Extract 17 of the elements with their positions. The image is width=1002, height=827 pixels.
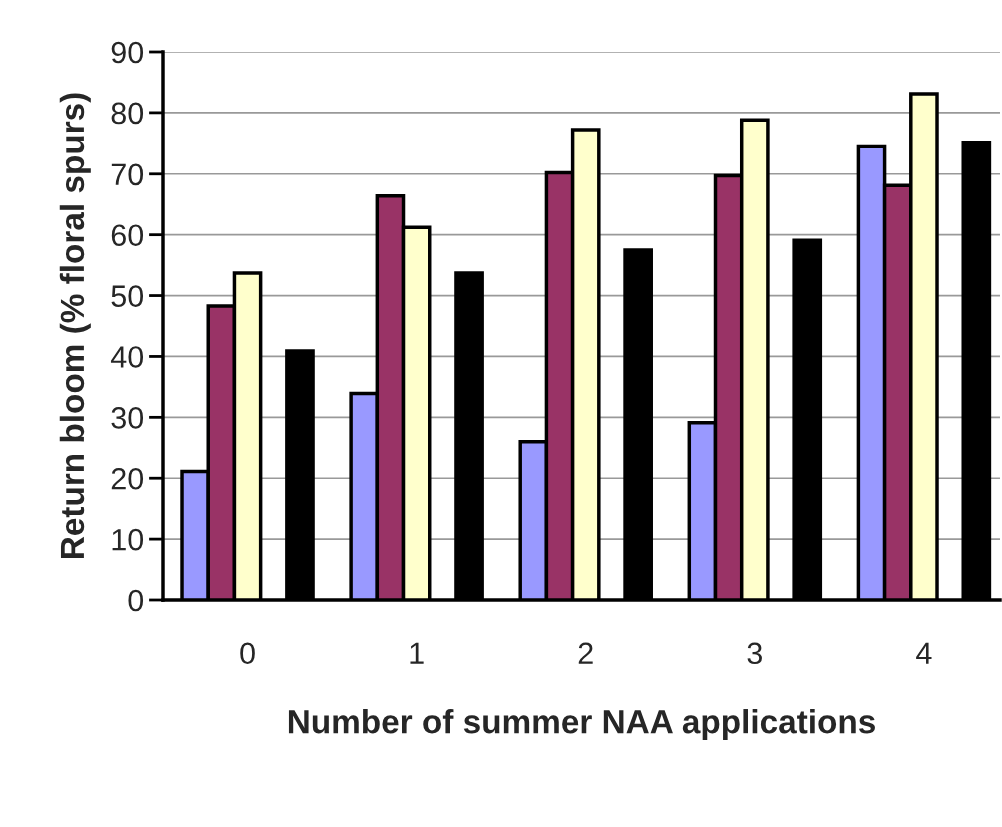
y-axis-title: Return bloom (% floral spurs) — [59, 93, 91, 559]
y-tick-label: 60 — [111, 224, 144, 247]
y-tick-label: 0 — [128, 589, 144, 612]
y-tick-label: 20 — [111, 467, 144, 490]
y-tick-label: 70 — [111, 163, 144, 186]
x-tick-label: 2 — [578, 642, 593, 664]
x-tick-label: 4 — [916, 642, 932, 664]
y-tick-label: 50 — [111, 285, 144, 307]
x-axis-title: Number of summer NAA applications — [288, 709, 875, 741]
y-tick-label: 80 — [111, 102, 144, 125]
x-tick-label: 3 — [747, 642, 762, 665]
x-tick-label: 1 — [410, 642, 424, 664]
y-tick-label: 30 — [111, 407, 144, 429]
y-tick-label: 90 — [111, 41, 144, 64]
x-tick-label: 0 — [240, 642, 255, 665]
y-tick-label: 40 — [110, 346, 144, 368]
y-tick-label: 10 — [112, 528, 144, 551]
